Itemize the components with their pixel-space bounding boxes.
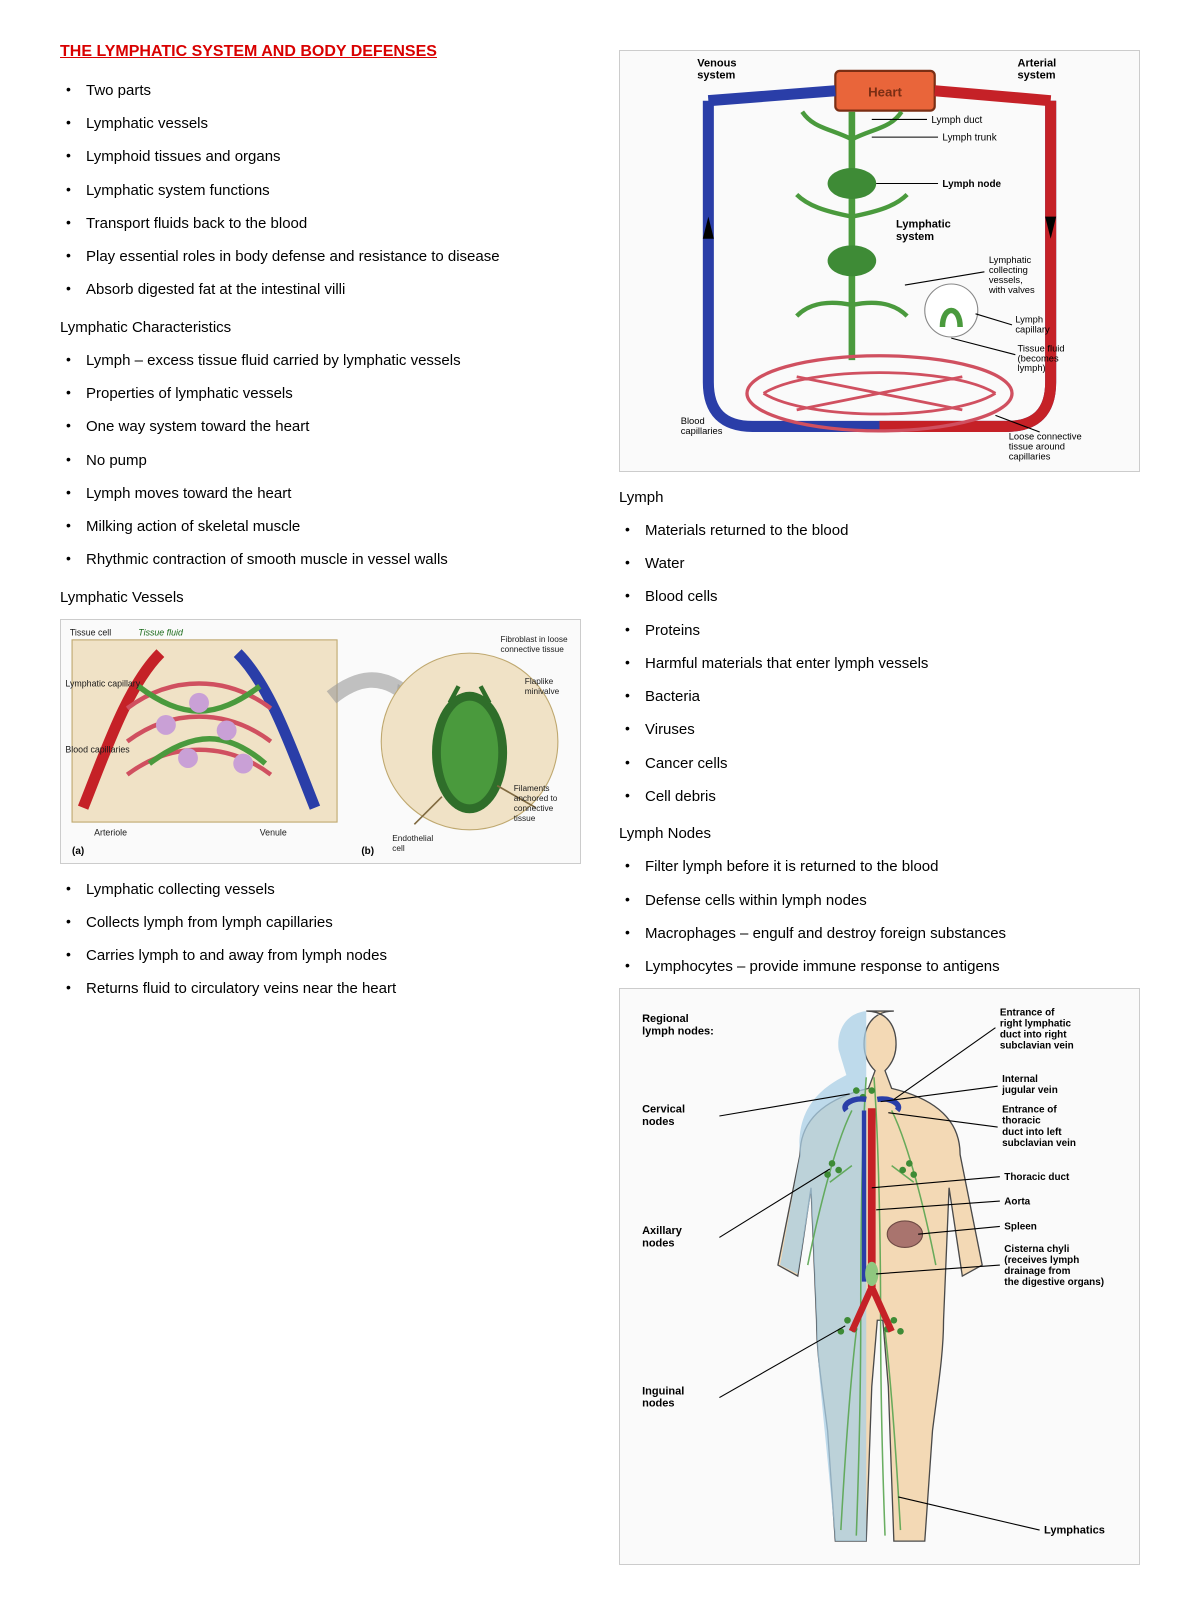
list-item: Lymphatic vessels — [60, 112, 581, 135]
list-item: Rhythmic contraction of smooth muscle in… — [60, 548, 581, 571]
list-item: One way system toward the heart — [60, 415, 581, 438]
fig-label: Lymph duct — [931, 115, 982, 126]
fig-panel-label: (a) — [72, 846, 84, 857]
list-item: Carries lymph to and away from lymph nod… — [60, 944, 581, 967]
list-item: Bacteria — [619, 685, 1140, 708]
list-item: Cell debris — [619, 785, 1140, 808]
fig-panel-label: (b) — [361, 846, 374, 857]
list-item: Returns fluid to circulatory veins near … — [60, 977, 581, 1000]
list-item: Defense cells within lymph nodes — [619, 889, 1140, 912]
fig-label: Entrance ofright lymphaticduct into righ… — [1000, 1008, 1074, 1052]
fig-label: Lymph trunk — [942, 132, 996, 143]
fig-label: Lymphaticcollectingvessels,with valves — [988, 255, 1035, 295]
list-item: Proteins — [619, 619, 1140, 642]
vessels-diagram-svg: Tissue cell Tissue fluid Lymphatic capil… — [61, 620, 580, 863]
body-diagram-svg: Regionallymph nodes: Cervicalnodes Axill… — [620, 989, 1139, 1563]
fig-label: Blood capillaries — [65, 744, 130, 754]
fig-label: Heart — [868, 84, 902, 99]
list-item: Macrophages – engulf and destroy foreign… — [619, 922, 1140, 945]
characteristics-list: Lymph – excess tissue fluid carried by l… — [60, 349, 581, 572]
list-item: Water — [619, 552, 1140, 575]
list-item: Play essential roles in body defense and… — [60, 245, 581, 268]
section-heading: Lymphatic Characteristics — [60, 316, 581, 339]
lymph-list: Materials returned to the blood Water Bl… — [619, 519, 1140, 808]
list-item: Lymphocytes – provide immune response to… — [619, 955, 1140, 978]
fig-label: Lymphcapillary — [1015, 315, 1050, 335]
fig-label: Filamentsanchored toconnectivetissue — [514, 784, 558, 823]
list-item: Harmful materials that enter lymph vesse… — [619, 652, 1140, 675]
list-item: No pump — [60, 449, 581, 472]
fig-label: Flaplikeminivalve — [525, 677, 560, 696]
fig-label: Regionallymph nodes: — [642, 1013, 714, 1037]
list-item: Lymph – excess tissue fluid carried by l… — [60, 349, 581, 372]
fig-label: Entrance ofthoracicduct into leftsubclav… — [1002, 1105, 1076, 1149]
section-heading: Lymph Nodes — [619, 822, 1140, 845]
fig-label: Lymphatic capillary — [65, 678, 140, 688]
fig-label: Spleen — [1004, 1222, 1037, 1233]
fig-label: Tissue cell — [70, 627, 111, 637]
list-item: Cancer cells — [619, 752, 1140, 775]
intro-list: Two parts Lymphatic vessels Lymphoid tis… — [60, 79, 581, 302]
fig-label: Tissue fluid — [138, 627, 184, 637]
nodes-list: Filter lymph before it is returned to th… — [619, 855, 1140, 978]
list-item: Blood cells — [619, 585, 1140, 608]
fig-label: Aorta — [1004, 1197, 1030, 1208]
page-title: THE LYMPHATIC SYSTEM AND BODY DEFENSES — [60, 40, 581, 65]
fig-label: Fibroblast in looseconnective tissue — [500, 635, 567, 654]
fig-label: Thoracic duct — [1004, 1172, 1070, 1183]
list-item: Collects lymph from lymph capillaries — [60, 911, 581, 934]
lymphatic-vessels-figure: Tissue cell Tissue fluid Lymphatic capil… — [60, 619, 581, 864]
fig-label: Internaljugular vein — [1001, 1074, 1058, 1096]
list-item: Transport fluids back to the blood — [60, 212, 581, 235]
fig-label: Lymphatics — [1044, 1525, 1105, 1537]
list-item: Lymphatic system functions — [60, 179, 581, 202]
left-column: THE LYMPHATIC SYSTEM AND BODY DEFENSES T… — [60, 40, 581, 1579]
list-item: Two parts — [60, 79, 581, 102]
fig-label: Arterialsystem — [1018, 57, 1057, 81]
fig-label: Endothelialcell — [392, 834, 433, 853]
fig-label: Venoussystem — [697, 57, 736, 81]
list-item: Absorb digested fat at the intestinal vi… — [60, 278, 581, 301]
list-item: Lymphatic collecting vessels — [60, 878, 581, 901]
system-diagram-svg: Heart Venoussystem Arterialsystem — [620, 51, 1139, 471]
body-lymph-nodes-figure: Regionallymph nodes: Cervicalnodes Axill… — [619, 988, 1140, 1564]
right-column: Heart Venoussystem Arterialsystem — [619, 40, 1140, 1579]
collecting-list: Lymphatic collecting vessels Collects ly… — [60, 878, 581, 1001]
fig-label: Lymph node — [942, 179, 1001, 190]
section-heading: Lymphatic Vessels — [60, 586, 581, 609]
fig-label: Axillarynodes — [642, 1226, 683, 1250]
list-item: Lymph moves toward the heart — [60, 482, 581, 505]
list-item: Properties of lymphatic vessels — [60, 382, 581, 405]
fig-label: Cisterna chyli(receives lymphdrainage fr… — [1004, 1244, 1104, 1288]
list-item: Milking action of skeletal muscle — [60, 515, 581, 538]
section-heading: Lymph — [619, 486, 1140, 509]
list-item: Filter lymph before it is returned to th… — [619, 855, 1140, 878]
fig-label: Inguinalnodes — [642, 1386, 684, 1410]
fig-label: Venule — [260, 827, 287, 837]
fig-label: Loose connectivetissue aroundcapillaries — [1009, 432, 1082, 462]
fig-label: Arteriole — [94, 827, 127, 837]
lymphatic-system-overview-figure: Heart Venoussystem Arterialsystem — [619, 50, 1140, 472]
list-item: Viruses — [619, 718, 1140, 741]
list-item: Materials returned to the blood — [619, 519, 1140, 542]
fig-label: Lymphaticsystem — [896, 219, 951, 243]
fig-label: Cervicalnodes — [642, 1104, 685, 1128]
fig-label: Tissue fluid(becomeslymph) — [1018, 343, 1065, 373]
page-columns: THE LYMPHATIC SYSTEM AND BODY DEFENSES T… — [60, 40, 1140, 1579]
list-item: Lymphoid tissues and organs — [60, 145, 581, 168]
